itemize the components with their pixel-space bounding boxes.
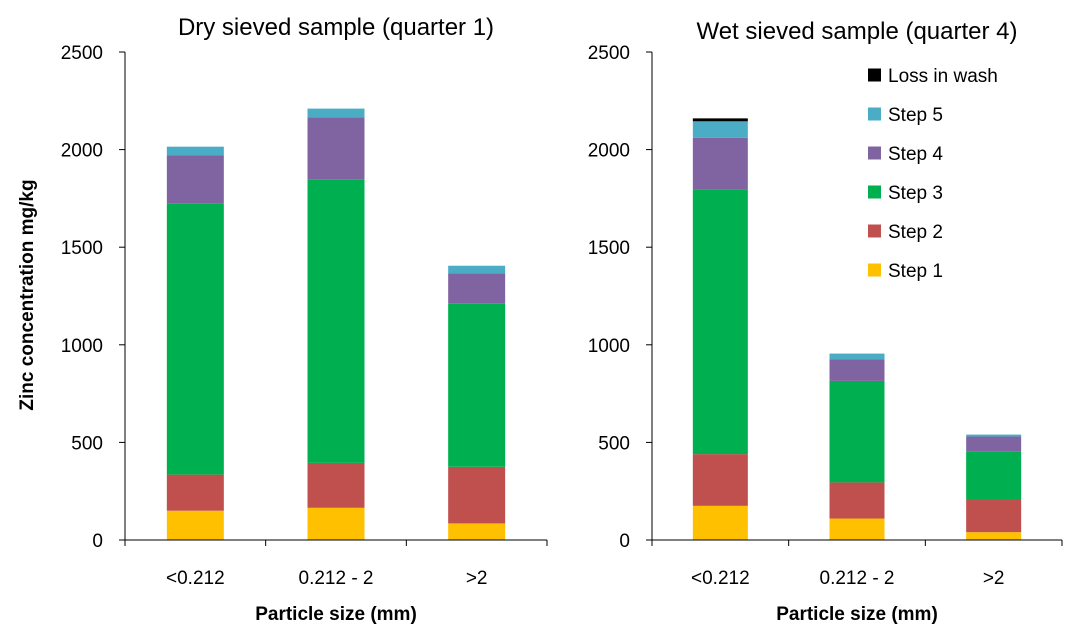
- x-tick-label: 0.212 - 2: [820, 568, 895, 589]
- y-tick-label: 2000: [61, 141, 103, 162]
- bar-step-5-0-212: [692, 121, 748, 138]
- bar-loss-in-wash-0-212: [692, 118, 748, 122]
- y-tick-label: 0: [92, 531, 103, 552]
- bar-step-4-0-212: [692, 137, 748, 190]
- bar-step-4-2: [966, 436, 1022, 452]
- bar-step-2-2: [966, 499, 1022, 533]
- x-tick-label: 0.212 - 2: [299, 568, 374, 589]
- chart-title: Wet sieved sample (quarter 4): [696, 18, 1017, 45]
- bar-step-3-2: [966, 451, 1022, 500]
- bar-step-3-2: [448, 303, 506, 467]
- y-tick-label: 2500: [588, 43, 630, 64]
- bar-step-5-0-212-2: [829, 353, 885, 360]
- bar-step-3-0-212: [166, 203, 224, 475]
- bar-step-3-0-212-2: [829, 380, 885, 483]
- bar-step-2-0-212-2: [307, 462, 365, 508]
- chart-dry-sieved: Dry sieved sample (quarter 1) 0 500 1000 150…: [61, 14, 548, 625]
- bar-step-4-0-212-2: [829, 359, 885, 381]
- bar-step-1-0-212: [692, 505, 748, 540]
- legend-swatch-loss-in-wash: [868, 68, 881, 82]
- x-axis-title: Particle size (mm): [776, 604, 938, 625]
- bar-step-3-0-212: [692, 189, 748, 455]
- legend-swatch-step-3: [868, 185, 881, 199]
- y-tick-label: 1000: [588, 336, 630, 357]
- bar-step-2-0-212-2: [829, 482, 885, 519]
- legend: Loss in wash Step 5 Step 4 Step 3 Step 2 Step…: [868, 66, 998, 282]
- chart-wet-sieved: Wet sieved sample (quarter 4) 0 500 1000 150…: [588, 18, 1063, 625]
- y-tick-label: 500: [598, 433, 630, 454]
- y-tick-label: 1500: [61, 238, 103, 259]
- legend-swatch-step-4: [868, 146, 881, 160]
- bar-step-1-2: [448, 523, 506, 540]
- bar-step-1-0-212-2: [829, 518, 885, 540]
- y-axis-title: Zinc concentration mg/kg: [17, 179, 38, 410]
- legend-label-loss-in-wash: Loss in wash: [888, 66, 998, 87]
- legend-label-step-4: Step 4: [888, 144, 943, 165]
- legend-label-step-3: Step 3: [888, 183, 943, 204]
- bar-step-5-2: [966, 434, 1022, 437]
- y-tick-label: 1000: [61, 336, 103, 357]
- y-tick-label: 1500: [588, 238, 630, 259]
- bar-step-1-0-212-2: [307, 507, 365, 540]
- y-tick-label: 2000: [588, 141, 630, 162]
- bar-step-5-2: [448, 265, 506, 274]
- bar-step-1-2: [966, 532, 1022, 540]
- legend-swatch-step-2: [868, 224, 881, 238]
- legend-label-step-5: Step 5: [888, 105, 943, 126]
- bar-step-2-0-212: [166, 474, 224, 511]
- y-tick-label: 0: [619, 531, 630, 552]
- bar-step-5-0-212: [166, 146, 224, 156]
- bar-step-3-0-212-2: [307, 179, 365, 463]
- legend-swatch-step-5: [868, 107, 881, 121]
- bar-step-5-0-212-2: [307, 108, 365, 118]
- legend-label-step-1: Step 1: [888, 261, 943, 282]
- x-axis-title: Particle size (mm): [255, 604, 417, 625]
- x-tick-label: <0.212: [166, 568, 225, 589]
- bar-step-4-0-212: [166, 155, 224, 204]
- bar-step-2-2: [448, 466, 506, 524]
- legend-label-step-2: Step 2: [888, 222, 943, 243]
- bar-step-4-0-212-2: [307, 117, 365, 180]
- x-tick-label: >2: [983, 568, 1005, 589]
- x-tick-label: >2: [466, 568, 488, 589]
- legend-swatch-step-1: [868, 263, 881, 277]
- x-tick-label: <0.212: [691, 568, 750, 589]
- chart-title: Dry sieved sample (quarter 1): [178, 14, 494, 41]
- bar-step-4-2: [448, 273, 506, 304]
- bar-step-1-0-212: [166, 510, 224, 540]
- y-tick-label: 2500: [61, 43, 103, 64]
- bar-step-2-0-212: [692, 454, 748, 506]
- y-tick-label: 500: [71, 433, 103, 454]
